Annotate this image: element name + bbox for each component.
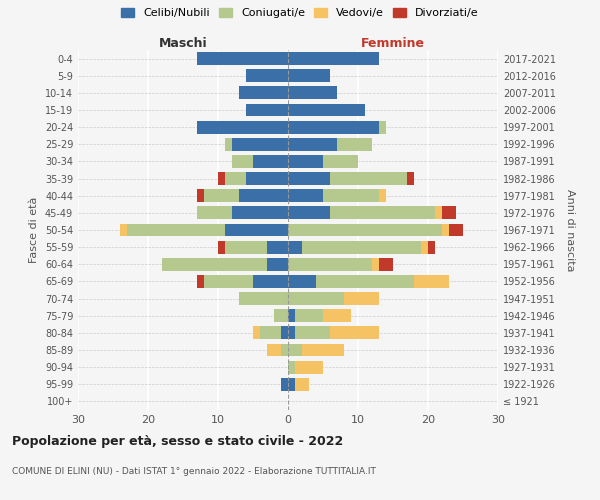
Bar	[288, 172, 330, 185]
Bar	[344, 292, 379, 305]
Bar	[295, 360, 323, 374]
Bar	[302, 344, 344, 356]
Bar	[442, 206, 456, 220]
Bar	[281, 326, 288, 340]
Bar	[281, 344, 288, 356]
Bar	[295, 326, 330, 340]
Bar	[288, 206, 330, 220]
Bar	[295, 378, 309, 390]
Bar	[232, 138, 288, 150]
Bar	[239, 86, 288, 100]
Bar	[288, 275, 316, 288]
Bar	[323, 190, 379, 202]
Bar	[288, 86, 337, 100]
Bar	[288, 120, 379, 134]
Bar	[225, 138, 232, 150]
Bar	[379, 120, 386, 134]
Bar	[288, 258, 372, 270]
Bar	[414, 275, 449, 288]
Bar	[246, 70, 288, 82]
Bar	[295, 310, 323, 322]
Bar	[323, 155, 358, 168]
Text: COMUNE DI ELINI (NU) - Dati ISTAT 1° gennaio 2022 - Elaborazione TUTTITALIA.IT: COMUNE DI ELINI (NU) - Dati ISTAT 1° gen…	[12, 468, 376, 476]
Bar	[449, 224, 463, 236]
Bar	[127, 224, 225, 236]
Bar	[288, 292, 344, 305]
Bar	[218, 240, 225, 254]
Bar	[218, 172, 225, 185]
Bar	[232, 206, 288, 220]
Bar	[232, 155, 253, 168]
Bar	[330, 206, 435, 220]
Bar	[288, 240, 302, 254]
Bar	[288, 190, 323, 202]
Bar	[379, 258, 393, 270]
Bar	[253, 155, 288, 168]
Bar	[274, 310, 288, 322]
Bar	[330, 326, 379, 340]
Bar	[442, 224, 449, 236]
Bar	[302, 240, 421, 254]
Bar	[267, 258, 288, 270]
Bar	[379, 190, 386, 202]
Bar	[288, 326, 295, 340]
Bar	[239, 190, 288, 202]
Bar	[323, 310, 351, 322]
Bar	[197, 190, 204, 202]
Bar	[267, 344, 281, 356]
Bar	[288, 310, 295, 322]
Bar	[225, 172, 246, 185]
Text: Popolazione per età, sesso e stato civile - 2022: Popolazione per età, sesso e stato civil…	[12, 435, 343, 448]
Bar	[372, 258, 379, 270]
Text: Femmine: Femmine	[361, 37, 425, 50]
Bar	[288, 378, 295, 390]
Bar	[246, 172, 288, 185]
Bar	[288, 70, 330, 82]
Bar	[421, 240, 428, 254]
Legend: Celibi/Nubili, Coniugati/e, Vedovi/e, Divorziati/e: Celibi/Nubili, Coniugati/e, Vedovi/e, Di…	[119, 6, 481, 20]
Bar	[197, 206, 232, 220]
Text: Maschi: Maschi	[158, 37, 208, 50]
Bar	[204, 190, 239, 202]
Bar	[288, 52, 379, 65]
Bar	[288, 344, 302, 356]
Bar	[204, 275, 253, 288]
Bar	[246, 104, 288, 117]
Bar	[120, 224, 127, 236]
Bar	[288, 104, 365, 117]
Bar	[316, 275, 414, 288]
Bar	[197, 120, 288, 134]
Bar	[253, 326, 260, 340]
Bar	[225, 224, 288, 236]
Bar	[330, 172, 407, 185]
Bar	[162, 258, 267, 270]
Bar	[435, 206, 442, 220]
Bar	[197, 275, 204, 288]
Y-axis label: Fasce di età: Fasce di età	[29, 197, 39, 263]
Bar	[281, 378, 288, 390]
Bar	[260, 326, 281, 340]
Bar	[428, 240, 435, 254]
Bar	[288, 155, 323, 168]
Bar	[225, 240, 267, 254]
Bar	[288, 360, 295, 374]
Bar	[337, 138, 372, 150]
Bar	[197, 52, 288, 65]
Bar	[288, 138, 337, 150]
Bar	[288, 224, 442, 236]
Y-axis label: Anni di nascita: Anni di nascita	[565, 188, 575, 271]
Bar	[253, 275, 288, 288]
Bar	[267, 240, 288, 254]
Bar	[239, 292, 288, 305]
Bar	[407, 172, 414, 185]
